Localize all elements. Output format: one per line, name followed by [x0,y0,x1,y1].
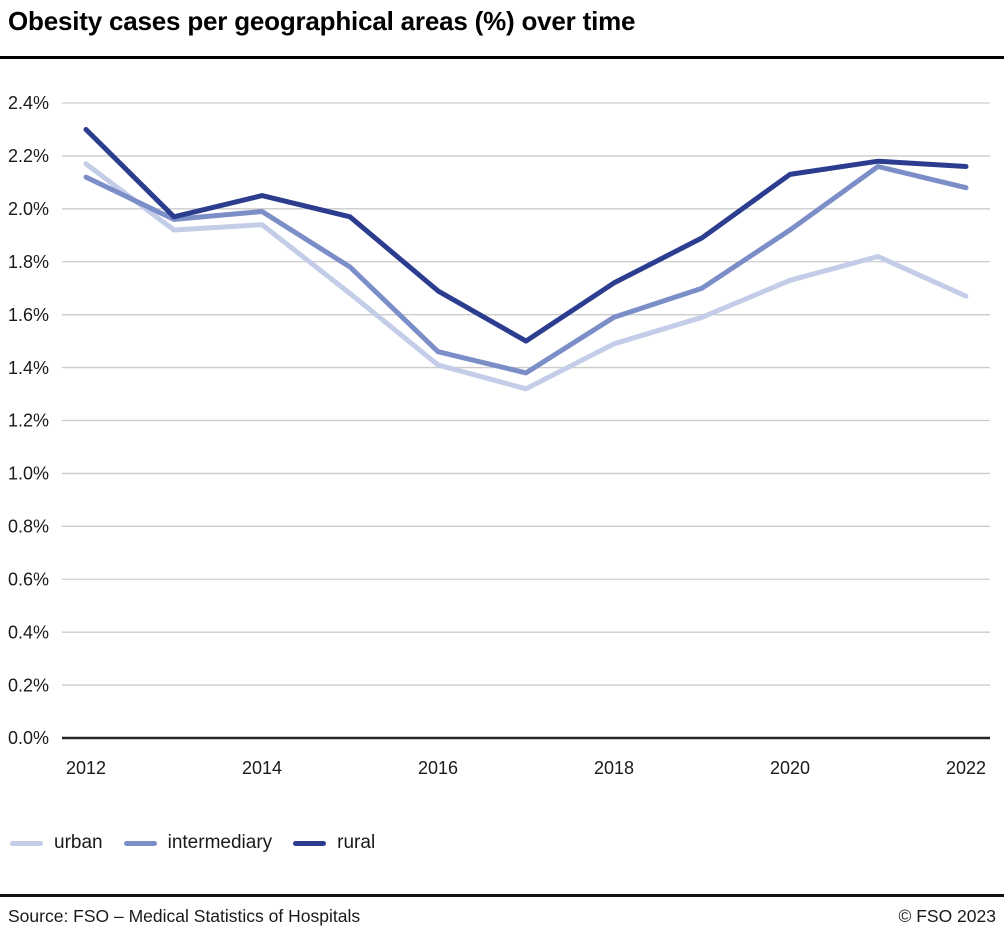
x-axis-tick-label: 2016 [418,758,458,778]
legend-swatch-rural [293,840,327,846]
y-axis-tick-label: 0.8% [8,517,49,537]
x-axis-tick-label: 2022 [946,758,986,778]
y-axis-tick-label: 1.4% [8,358,49,378]
chart-legend: urban intermediary rural [10,830,375,856]
y-axis-tick-label: 0.6% [8,569,49,589]
title-separator [0,56,1004,59]
legend-swatch-intermediary [123,840,157,846]
footer: Source: FSO – Medical Statistics of Hosp… [0,906,1004,927]
y-axis-tick-label: 0.0% [8,728,49,748]
legend-item-rural: rural [293,832,375,854]
series-line-rural [83,127,969,344]
y-axis-tick-label: 1.2% [8,411,49,431]
y-axis-tick-label: 2.4% [8,93,49,113]
page-title: Obesity cases per geographical areas (%)… [8,6,636,36]
series-line-intermediary [83,164,969,376]
x-axis-tick-label: 2012 [66,758,106,778]
legend-item-intermediary: intermediary [123,832,273,854]
legend-label-rural: rural [337,832,376,853]
copyright-text: © FSO 2023 [898,906,996,926]
y-axis-tick-label: 1.0% [8,464,49,484]
y-axis-tick-label: 1.6% [8,305,49,325]
legend-label-intermediary: intermediary [167,832,273,853]
y-axis-tick-label: 1.8% [8,252,49,272]
y-axis-tick-label: 2.2% [8,146,49,166]
chart-area: 0.0% 0.2% 0.4% 0.6% 0.8% 1.0% 1.2% 1.4% 1.6% 1.8%… [0,60,1004,810]
y-axis-tick-label: 0.4% [8,622,49,642]
x-axis-tick-label: 2018 [594,758,634,778]
legend-label-urban: urban [54,832,103,853]
y-axis-tick-label: 0.2% [8,675,49,695]
y-axis-tick-label: 2.0% [8,199,49,219]
line-chart-svg: 0.0% 0.2% 0.4% 0.6% 0.8% 1.0% 1.2% 1.4% 1.6% 1.8%… [8,93,990,778]
footer-separator [0,894,1004,897]
x-axis-tick-label: 2014 [242,758,282,778]
series-line-urban [83,161,969,392]
x-axis-tick-label: 2020 [770,758,810,778]
legend-item-urban: urban [10,832,103,854]
source-text: Source: FSO – Medical Statistics of Hosp… [8,906,361,926]
legend-swatch-urban [10,840,43,846]
